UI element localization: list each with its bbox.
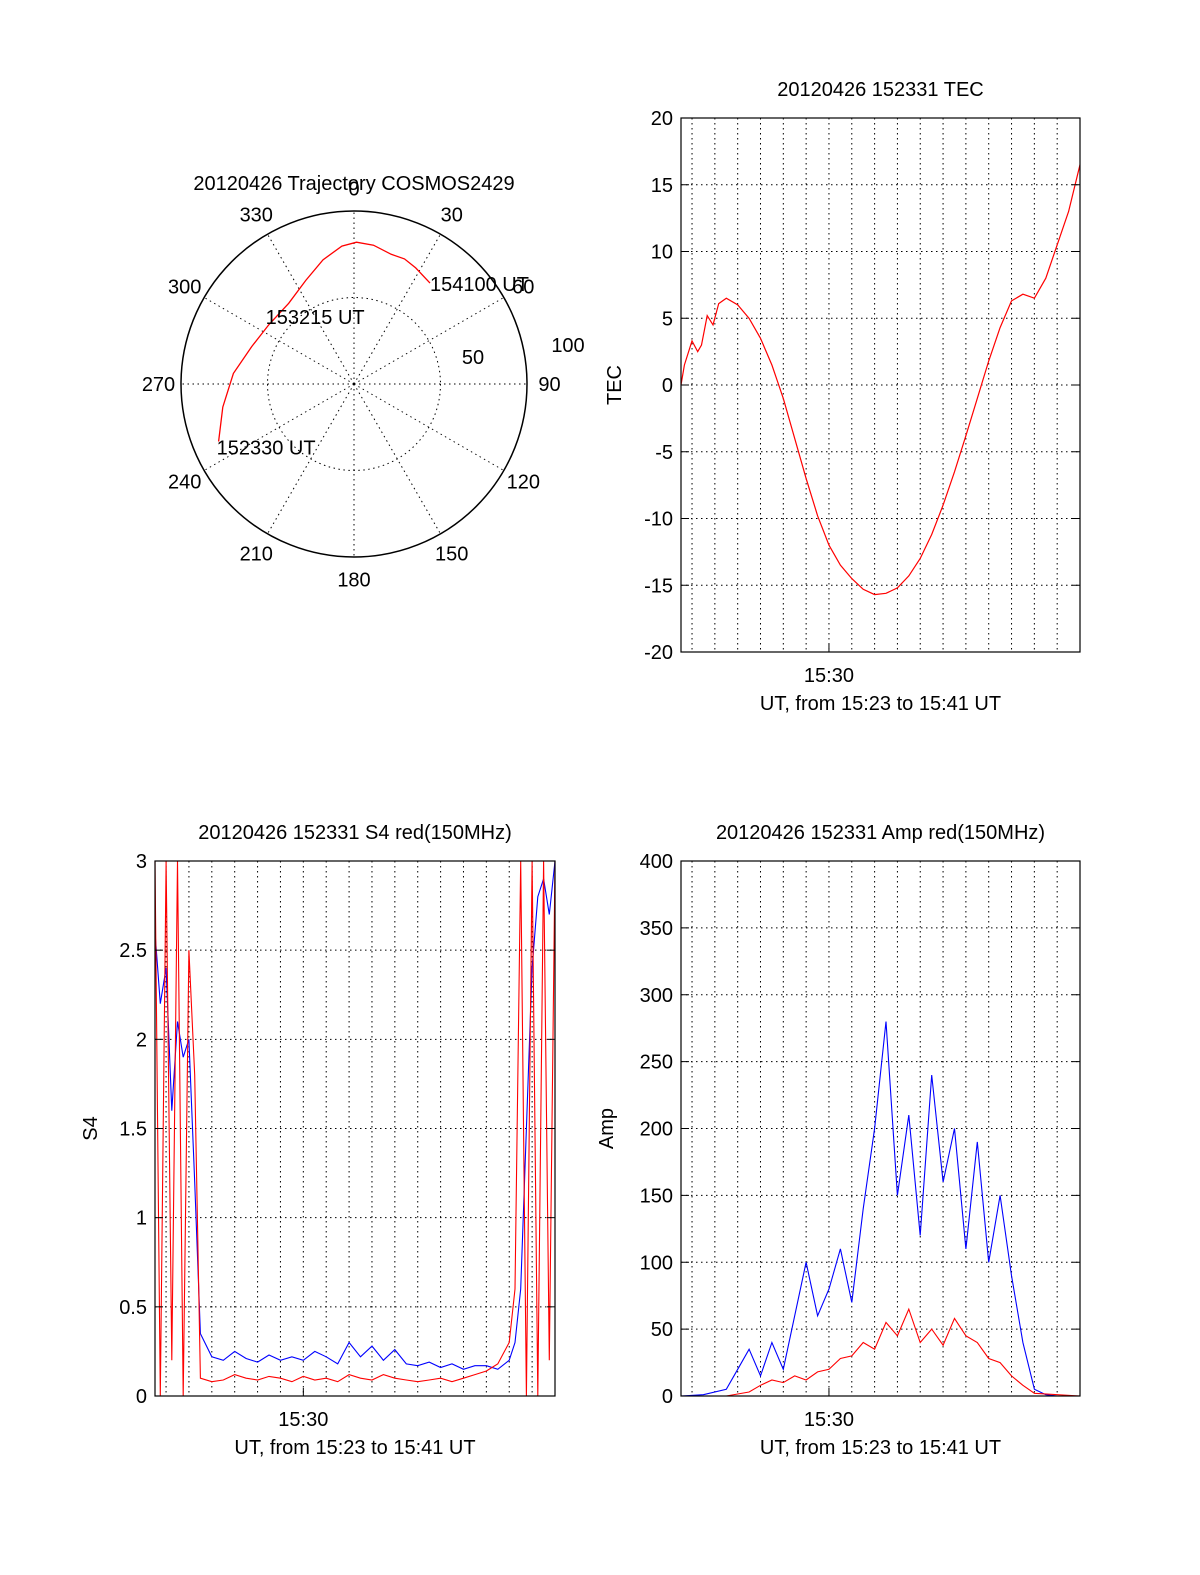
amp-panel-y-axis-label: Amp: [596, 1108, 618, 1149]
tec-panel-x-axis-label: UT, from 15:23 to 15:41 UT: [760, 693, 1001, 715]
y-tick-label: -15: [644, 575, 673, 597]
tec-panel-grid: [681, 117, 1081, 653]
polar-azimuth-label: 270: [142, 374, 175, 396]
polar-spoke: [353, 383, 505, 471]
y-tick-label: 0: [136, 1386, 147, 1408]
polar-azimuth-label: 210: [240, 543, 273, 565]
amp-panel-title: 20120426 152331 Amp red(150MHz): [716, 822, 1045, 844]
tec-panel-series-red: [680, 164, 1081, 596]
s4-panel-title: 20120426 152331 S4 red(150MHz): [198, 822, 512, 844]
y-tick-label: -20: [644, 642, 673, 664]
polar-time-annotation: 154100 UT: [430, 274, 529, 296]
s4-panel-grid: [155, 860, 556, 1397]
s4-panel-series-red: [154, 860, 556, 1397]
polar-azimuth-label: 0: [348, 179, 359, 201]
polar-azimuth-label: 330: [240, 205, 273, 227]
s4-panel: 20120426 152331 S4 red(150MHz) 0 0.5 1 1.5 2 2…: [80, 822, 556, 1459]
x-tick-label: 15:30: [804, 1409, 854, 1431]
polar-spoke: [353, 233, 441, 385]
y-tick-label: 250: [640, 1052, 673, 1074]
x-tick-label: 15:30: [278, 1409, 328, 1431]
s4-panel-y-axis-label: S4: [80, 1116, 102, 1140]
polar-outer-circle: [180, 210, 528, 558]
polar-trajectory-line: [217, 241, 431, 442]
polar-spoke: [203, 383, 355, 471]
polar-azimuth-label: 240: [168, 472, 201, 494]
amp-panel-plot-frame: [680, 860, 1081, 1397]
polar-azimuth-label: 300: [168, 276, 201, 298]
s4-panel-series-blue: [154, 860, 556, 1370]
polar-spoke: [203, 297, 355, 385]
polar-radial-label: 50: [462, 347, 484, 369]
y-tick-label: -10: [644, 509, 673, 531]
y-tick-label: 3: [136, 851, 147, 873]
y-tick-label: -5: [655, 442, 673, 464]
y-tick-label: 2: [136, 1029, 147, 1051]
y-tick-label: 150: [640, 1185, 673, 1207]
y-tick-label: 2.5: [119, 940, 147, 962]
polar-time-annotation: 152330 UT: [217, 437, 316, 459]
y-tick-label: 200: [640, 1119, 673, 1141]
y-tick-label: 15: [651, 175, 673, 197]
y-tick-label: 0: [662, 1386, 673, 1408]
y-tick-label: 10: [651, 242, 673, 264]
tec-panel: 20120426 152331 TEC -20 -15 -10 -5 0 5 10 15 20 15…: [604, 79, 1081, 715]
y-tick-label: 1: [136, 1208, 147, 1230]
polar-time-annotation: 153215 UT: [266, 307, 365, 329]
y-tick-label: 50: [651, 1319, 673, 1341]
y-tick-label: 5: [662, 308, 673, 330]
polar-spoke: [267, 233, 355, 385]
polar-azimuth-label: 120: [507, 472, 540, 494]
polar-azimuth-label: 180: [337, 569, 370, 591]
x-tick-label: 15:30: [804, 665, 854, 687]
amp-panel-grid: [681, 860, 1081, 1397]
y-tick-label: 300: [640, 985, 673, 1007]
amp-panel-x-axis-label: UT, from 15:23 to 15:41 UT: [760, 1437, 1001, 1459]
y-tick-label: 400: [640, 851, 673, 873]
polar-spoke: [353, 383, 441, 535]
tec-panel-plot-frame: [680, 117, 1081, 653]
polar-radial-label: 100: [551, 335, 584, 357]
y-tick-label: 0.5: [119, 1297, 147, 1319]
polar-spoke: [353, 297, 505, 385]
tec-panel-title: 20120426 152331 TEC: [777, 79, 983, 101]
y-tick-label: 100: [640, 1252, 673, 1274]
y-tick-label: 1.5: [119, 1119, 147, 1141]
amp-panel-series-red: [681, 1307, 1081, 1397]
amp-panel: 20120426 152331 Amp red(150MHz) 0 50 100 150…: [596, 822, 1081, 1459]
polar-spoke: [267, 383, 355, 535]
polar-azimuth-label: 150: [435, 543, 468, 565]
polar-azimuth-label: 60: [512, 276, 534, 298]
y-tick-label: 0: [662, 375, 673, 397]
amp-panel-series-blue: [680, 1021, 1080, 1397]
tec-panel-y-axis-label: TEC: [604, 365, 626, 405]
polar-title: 20120426 Trajectory COSMOS2429: [193, 173, 514, 195]
polar-azimuth-label: 90: [538, 374, 560, 396]
polar-azimuth-label: 30: [441, 205, 463, 227]
s4-panel-x-axis-label: UT, from 15:23 to 15:41 UT: [234, 1437, 475, 1459]
y-tick-label: 20: [651, 108, 673, 130]
y-tick-label: 350: [640, 918, 673, 940]
